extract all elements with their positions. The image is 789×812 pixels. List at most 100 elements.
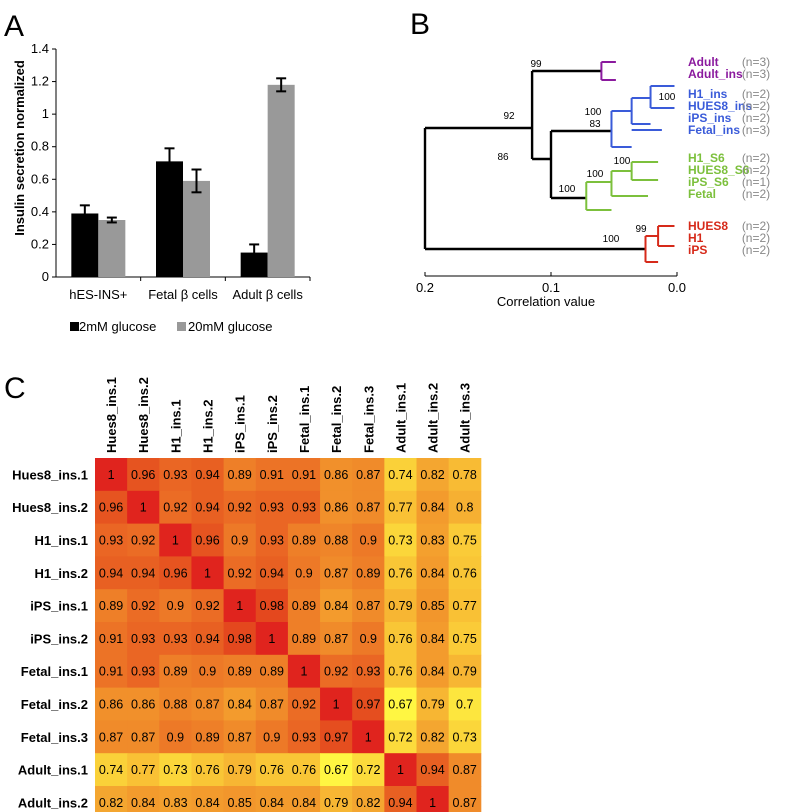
heatmap-cell xyxy=(416,720,450,754)
heatmap-cell-value: 0.9 xyxy=(167,599,184,613)
heatmap-cell xyxy=(448,687,482,721)
heatmap-cell xyxy=(416,458,450,492)
x-category-label: hES-INS+ xyxy=(69,287,127,302)
heatmap-cell xyxy=(448,720,482,754)
heatmap-column-label: Fetal_ins.2 xyxy=(329,386,344,453)
bootstrap-value: 92 xyxy=(503,111,515,122)
panel-label-a: A xyxy=(4,10,24,43)
heatmap-column-label: Adult_ins.2 xyxy=(426,383,441,453)
heatmap-column-label: H1_ins.1 xyxy=(168,400,183,453)
heatmap-cell xyxy=(448,622,482,656)
leaf-count: (n=3) xyxy=(742,67,770,81)
heatmap-cell xyxy=(384,523,417,557)
heatmap-cell-value: 1 xyxy=(172,534,179,548)
heatmap-cell xyxy=(255,720,289,754)
heatmap-cell xyxy=(159,753,192,787)
heatmap-cell xyxy=(255,556,289,590)
heatmap-cell-value: 0.92 xyxy=(131,534,155,548)
heatmap-cell-value: 0.9 xyxy=(360,632,377,646)
heatmap-cell xyxy=(255,687,289,721)
heatmap-cell-value: 0.92 xyxy=(195,599,219,613)
heatmap-cell-value: 0.86 xyxy=(131,698,155,712)
heatmap-row-labels: Hues8_ins.1 Hues8_ins.2 H1_ins.1 H1_ins.2 iP… xyxy=(12,467,88,810)
heatmap-cell xyxy=(287,556,321,590)
heatmap-cell-value: 1 xyxy=(429,796,436,810)
dendrogram-leaf-labels: Adult (n=3)Adult_ins (n=3)H1_ins (n=2)HUES8… xyxy=(688,55,770,257)
heatmap-cell xyxy=(287,720,321,754)
heatmap-cell-value: 0.9 xyxy=(295,566,312,580)
heatmap-cell-value: 0.9 xyxy=(263,730,280,744)
heatmap-cell-value: 0.96 xyxy=(131,468,155,482)
leaf-label: iPS_S6 xyxy=(688,175,729,189)
heatmap-cell-value: 1 xyxy=(140,501,147,515)
heatmap-cell xyxy=(384,654,417,689)
heatmap-cell xyxy=(287,687,321,721)
heatmap-cell-value: 1 xyxy=(204,566,211,580)
heatmap-row-label: iPS_ins.1 xyxy=(30,599,88,614)
heatmap-column-label: H1_ins.2 xyxy=(201,400,216,453)
heatmap-cell xyxy=(352,654,385,689)
heatmap-row-label: Fetal_ins.1 xyxy=(21,664,88,679)
heatmap-cell-value: 0.89 xyxy=(99,599,123,613)
leaf-count: (n=2) xyxy=(742,111,770,125)
legend-swatch-20mM xyxy=(177,322,186,331)
heatmap-cell-value: 0.82 xyxy=(420,730,444,744)
leaf-label: Fetal_ins xyxy=(688,123,740,137)
heatmap-cell xyxy=(159,786,192,812)
heatmap-cell-value: 0.87 xyxy=(131,730,155,744)
heatmap-cell xyxy=(95,720,128,754)
heatmap-row-label: Hues8_ins.2 xyxy=(12,500,88,515)
leaf-count: (n=2) xyxy=(742,231,770,245)
heatmap-cell xyxy=(352,523,385,557)
heatmap-cell-value: 0.93 xyxy=(260,501,284,515)
dendrogram-tick-label: 0.2 xyxy=(416,280,434,295)
heatmap-cell xyxy=(159,720,192,754)
bootstrap-value: 86 xyxy=(497,152,509,163)
leaf-count: (n=3) xyxy=(742,55,770,69)
heatmap-cell-value: 0.9 xyxy=(360,534,377,548)
heatmap-cell xyxy=(223,654,257,689)
heatmap-cell-value: 0.85 xyxy=(228,796,252,810)
heatmap-cell xyxy=(448,753,482,787)
heatmap-cell-value: 0.75 xyxy=(453,534,477,548)
heatmap-cell-value: 0.87 xyxy=(324,632,348,646)
heatmap-cell xyxy=(352,687,385,721)
heatmap-cell-value: 0.85 xyxy=(420,599,444,613)
heatmap-cell-value: 0.82 xyxy=(356,796,380,810)
heatmap-cell xyxy=(255,589,289,623)
y-tick-label: 0.4 xyxy=(31,204,49,219)
heatmap-cell xyxy=(191,589,225,623)
heatmap-cell xyxy=(255,458,289,492)
heatmap-cell-value: 1 xyxy=(333,698,340,712)
heatmap-cell-value: 0.74 xyxy=(99,763,123,777)
heatmap-cell xyxy=(127,786,160,812)
heatmap-cell-value: 0.77 xyxy=(131,763,155,777)
heatmap-cell-value: 0.92 xyxy=(228,566,252,580)
heatmap-column-label: Adult_ins.1 xyxy=(393,383,408,453)
heatmap-cell xyxy=(255,654,289,689)
heatmap-cell xyxy=(191,490,225,525)
heatmap-cell xyxy=(127,556,160,590)
heatmap-cell xyxy=(448,589,482,623)
heatmap-cell xyxy=(255,786,289,812)
heatmap-cell xyxy=(287,753,321,787)
heatmap-cell-value: 0.87 xyxy=(453,763,477,777)
heatmap-column-label: iPS_ins.2 xyxy=(265,395,280,453)
legend-label-2mM: 2mM glucose xyxy=(79,319,156,334)
heatmap-cell-value: 0.87 xyxy=(356,599,380,613)
heatmap-cell xyxy=(95,654,128,689)
heatmap-cell-value: 0.88 xyxy=(163,698,187,712)
heatmap-cell xyxy=(352,556,385,590)
dendrogram-branches xyxy=(423,61,675,263)
heatmap-row-label: iPS_ins.2 xyxy=(30,631,88,646)
heatmap-cell xyxy=(191,556,225,590)
heatmap-cell-value: 0.94 xyxy=(195,501,219,515)
heatmap-cell-value: 0.9 xyxy=(167,730,184,744)
heatmap-cell-value: 1 xyxy=(300,665,307,679)
heatmap-cell xyxy=(127,753,160,787)
y-tick-label: 0.8 xyxy=(31,139,49,154)
heatmap-cell-value: 0.9 xyxy=(231,534,248,548)
heatmap-cell xyxy=(223,786,257,812)
heatmap-cell xyxy=(320,622,353,656)
heatmap-cell-value: 0.89 xyxy=(228,665,252,679)
